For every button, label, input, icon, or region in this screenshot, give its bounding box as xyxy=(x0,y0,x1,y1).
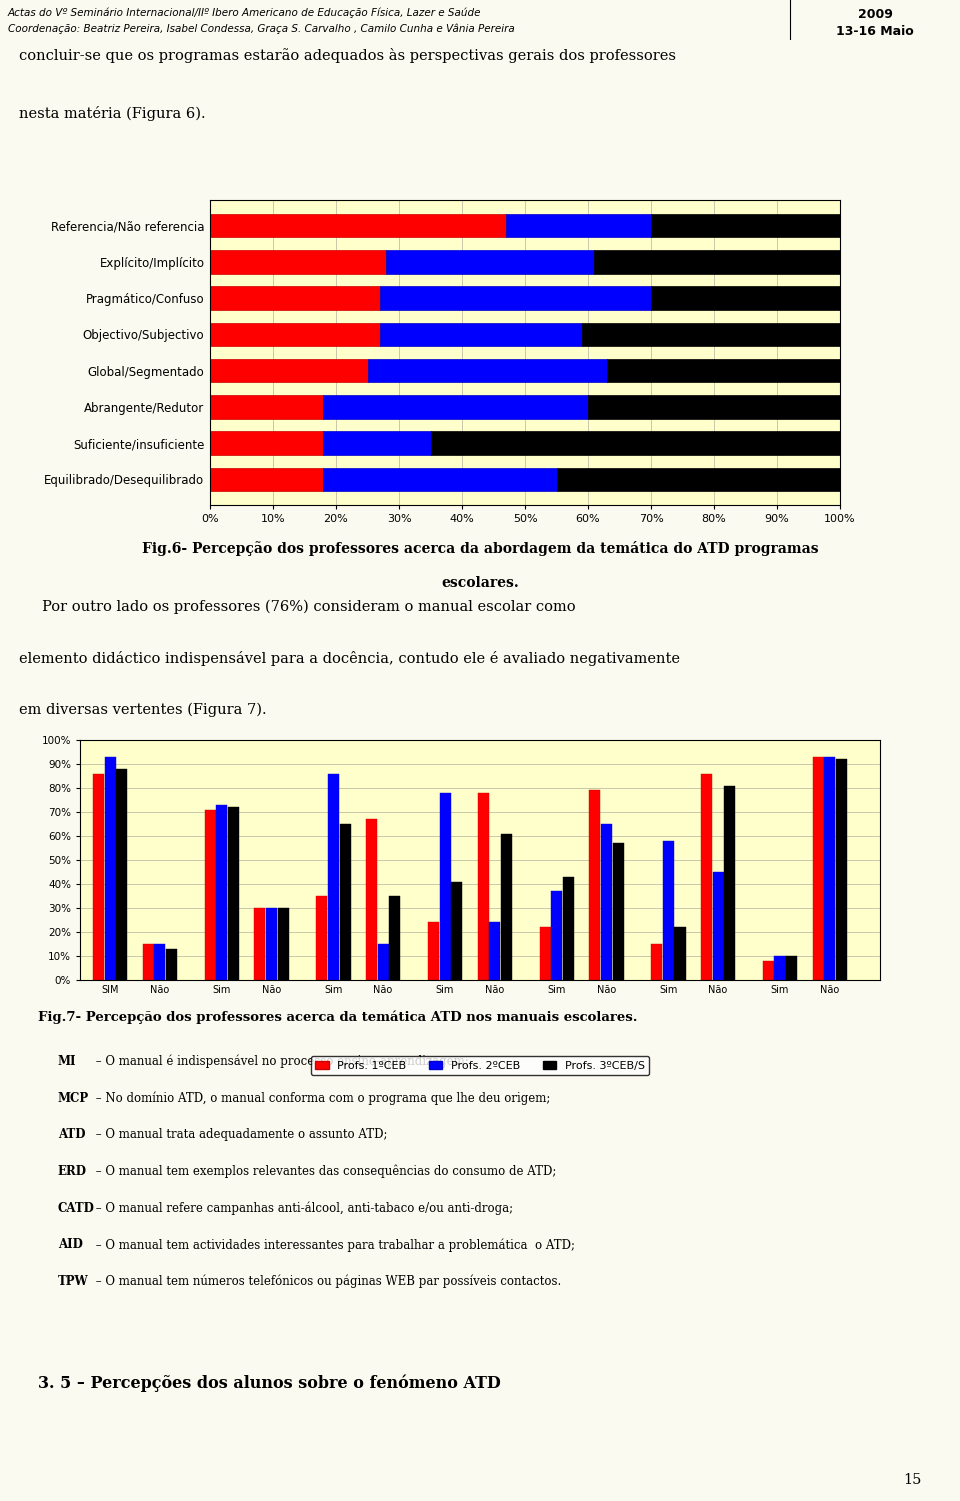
Bar xyxy=(701,773,712,980)
Bar xyxy=(651,287,840,309)
Bar xyxy=(210,213,506,237)
Text: – O manual refere campanhas anti-álcool, anti-tabaco e/ou anti-droga;: – O manual refere campanhas anti-álcool,… xyxy=(92,1202,514,1216)
Bar xyxy=(712,872,724,980)
Bar xyxy=(368,359,607,383)
Bar xyxy=(588,395,840,419)
Text: – O manual tem actividades interessantes para trabalhar a problemática  o ATD;: – O manual tem actividades interessantes… xyxy=(92,1238,575,1252)
Text: – O manual tem exemplos relevantes das consequências do consumo de ATD;: – O manual tem exemplos relevantes das c… xyxy=(92,1165,557,1178)
Bar xyxy=(825,757,835,980)
Text: elemento didáctico indispensável para a docência, contudo ele é avaliado negativ: elemento didáctico indispensável para a … xyxy=(19,651,681,666)
Text: AID: AID xyxy=(58,1238,83,1252)
Text: escolares.: escolares. xyxy=(442,575,518,590)
Bar xyxy=(763,961,774,980)
Bar xyxy=(607,359,840,383)
Bar xyxy=(589,791,600,980)
Bar xyxy=(775,956,785,980)
Bar xyxy=(216,805,228,980)
Bar xyxy=(210,395,324,419)
Text: MI: MI xyxy=(58,1055,76,1069)
Text: Fig.7- Percepção dos professores acerca da temática ATD nos manuais escolares.: Fig.7- Percepção dos professores acerca … xyxy=(38,1010,637,1024)
Bar xyxy=(451,881,462,980)
Bar xyxy=(812,757,824,980)
Text: ERD: ERD xyxy=(58,1165,86,1178)
Bar xyxy=(386,251,594,273)
Bar xyxy=(612,844,624,980)
Bar xyxy=(210,251,386,273)
Text: – O manual é indispensável no processo ensino-aprendizagem;: – O manual é indispensável no processo e… xyxy=(92,1055,468,1069)
Bar xyxy=(675,928,685,980)
Bar xyxy=(93,773,104,980)
Bar xyxy=(204,809,216,980)
Bar xyxy=(582,323,840,347)
Bar xyxy=(316,896,327,980)
Bar xyxy=(594,251,840,273)
Bar xyxy=(563,877,574,980)
Bar xyxy=(116,769,128,980)
Bar xyxy=(651,213,840,237)
Text: 13-16 Maio: 13-16 Maio xyxy=(836,26,914,38)
Bar xyxy=(155,944,165,980)
Text: Por outro lado os professores (76%) consideram o manual escolar como: Por outro lado os professores (76%) cons… xyxy=(19,600,576,614)
Bar xyxy=(477,793,489,980)
Text: – No domínio ATD, o manual conforma com o programa que lhe deu origem;: – No domínio ATD, o manual conforma com … xyxy=(92,1091,550,1105)
Text: – O manual trata adequadamente o assunto ATD;: – O manual trata adequadamente o assunto… xyxy=(92,1129,388,1141)
Bar xyxy=(210,287,380,309)
Bar xyxy=(266,908,276,980)
Text: ATD: ATD xyxy=(58,1129,85,1141)
Bar xyxy=(506,213,651,237)
Text: 2009: 2009 xyxy=(857,8,893,21)
Bar xyxy=(389,896,400,980)
Text: – O manual tem números telefónicos ou páginas WEB par possíveis contactos.: – O manual tem números telefónicos ou pá… xyxy=(92,1274,562,1288)
Bar xyxy=(210,468,324,491)
Text: concluir-se que os programas estarão adequados às perspectivas gerais dos profes: concluir-se que os programas estarão ade… xyxy=(19,48,676,63)
Bar xyxy=(105,757,115,980)
Bar xyxy=(228,808,239,980)
Bar xyxy=(724,785,735,980)
Bar xyxy=(143,944,154,980)
Bar xyxy=(324,431,430,455)
Bar xyxy=(377,944,389,980)
Bar xyxy=(340,824,350,980)
Bar xyxy=(540,928,550,980)
Text: 3. 5 – Percepções dos alunos sobre o fenómeno ATD: 3. 5 – Percepções dos alunos sobre o fen… xyxy=(38,1375,501,1393)
Bar xyxy=(324,468,557,491)
Bar xyxy=(551,892,563,980)
Bar xyxy=(440,793,450,980)
Bar xyxy=(428,923,439,980)
Bar xyxy=(601,824,612,980)
Text: em diversas vertentes (Figura 7).: em diversas vertentes (Figura 7). xyxy=(19,702,267,717)
Bar xyxy=(490,923,500,980)
Bar xyxy=(662,841,674,980)
Bar xyxy=(430,431,840,455)
Bar xyxy=(166,949,177,980)
Text: TPW: TPW xyxy=(58,1274,88,1288)
Bar xyxy=(324,395,588,419)
Bar xyxy=(786,956,797,980)
Bar xyxy=(366,820,377,980)
Bar xyxy=(277,908,289,980)
Bar xyxy=(210,359,368,383)
Legend: Profs. 1ºCEB, Profs. 2ºCEB, Profs. 3ºCEB/S: Profs. 1ºCEB, Profs. 2ºCEB, Profs. 3ºCEB… xyxy=(311,1057,649,1075)
Text: Actas do Vº Seminário Internacional/IIº Ibero Americano de Educação Física, Laze: Actas do Vº Seminário Internacional/IIº … xyxy=(8,8,482,18)
Bar xyxy=(836,760,847,980)
Bar xyxy=(651,944,662,980)
Text: MCP: MCP xyxy=(58,1091,88,1105)
Text: nesta matéria (Figura 6).: nesta matéria (Figura 6). xyxy=(19,105,205,120)
Bar xyxy=(557,468,840,491)
Bar xyxy=(380,287,651,309)
Text: Fig.6- Percepção dos professores acerca da abordagem da temática do ATD programa: Fig.6- Percepção dos professores acerca … xyxy=(142,540,818,555)
Bar xyxy=(380,323,582,347)
Bar xyxy=(210,323,380,347)
Bar xyxy=(328,773,339,980)
Bar xyxy=(254,908,265,980)
Text: Coordenação: Beatriz Pereira, Isabel Condessa, Graça S. Carvalho , Camilo Cunha : Coordenação: Beatriz Pereira, Isabel Con… xyxy=(8,24,515,35)
Bar xyxy=(501,833,512,980)
Bar xyxy=(210,431,324,455)
Text: 15: 15 xyxy=(903,1472,922,1487)
Text: CATD: CATD xyxy=(58,1202,94,1214)
